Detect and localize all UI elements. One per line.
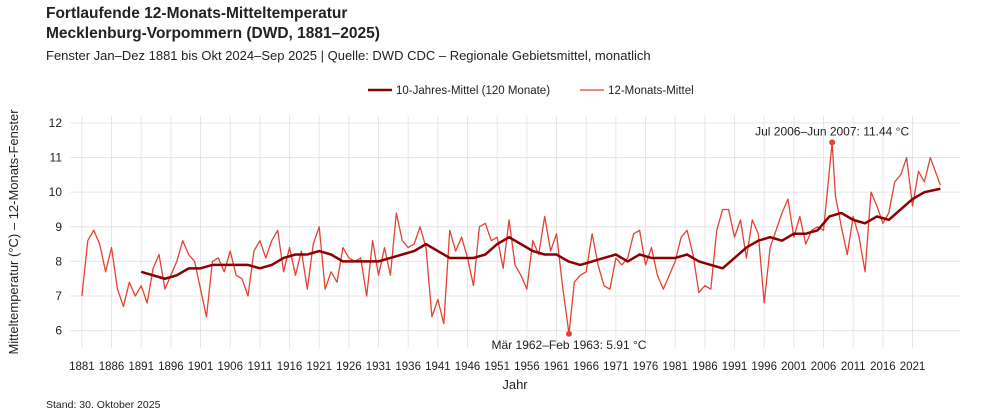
x-tick-label: 1996: [751, 361, 777, 373]
chart-title: Fortlaufende 12-Monats-Mitteltemperatur: [46, 5, 347, 22]
x-tick-label: 1936: [395, 361, 421, 373]
y-tick-label: 9: [55, 220, 62, 234]
chart-subtitle: Fenster Jan–Dez 1881 bis Okt 2024–Sep 20…: [46, 48, 651, 63]
data-line: [81, 141, 942, 335]
y-tick-label: 6: [55, 324, 62, 338]
y-tick-label: 7: [55, 289, 62, 303]
x-tick-label: 1901: [188, 361, 214, 373]
x-tick-label: 2001: [781, 361, 807, 373]
x-tick-label: 1906: [217, 361, 243, 373]
y-tick-label: 12: [49, 116, 63, 130]
legend-label: 12-Monats-Mittel: [608, 85, 694, 97]
x-tick-label: 1886: [99, 361, 125, 373]
x-tick-label: 1941: [425, 361, 451, 373]
x-tick-label: 1946: [455, 361, 481, 373]
y-axis-label: Mitteltemperatur (°C) – 12-Monats-Fenste…: [6, 109, 21, 355]
data-line: [140, 187, 941, 280]
legend-item: 10-Jahres-Mittel (120 Monate): [368, 85, 550, 97]
x-tick-label: 1911: [247, 361, 272, 373]
x-tick-label: 1881: [69, 361, 95, 373]
y-tick-label: 11: [50, 151, 63, 165]
x-tick-label: 1951: [484, 361, 510, 373]
chart-title: Mecklenburg-Vorpommern (DWD, 1881–2025): [46, 25, 380, 42]
x-tick-label: 1971: [603, 361, 629, 373]
x-tick-label: 1961: [544, 361, 570, 373]
x-tick-label: 1896: [158, 361, 184, 373]
x-tick-label: 1966: [573, 361, 599, 373]
x-tick-label: 1991: [722, 361, 748, 373]
x-tick-label: 1916: [277, 361, 303, 373]
legend-item: 12-Monats-Mittel: [580, 85, 694, 97]
x-tick-label: 2006: [811, 361, 837, 373]
x-tick-label: 1976: [633, 361, 659, 373]
y-tick-label: 8: [55, 254, 62, 268]
caption: Stand: 30. Oktober 2025: [46, 399, 161, 411]
annotation-label: Mär 1962–Feb 1963: 5.91 °C: [492, 338, 647, 352]
x-tick-label: 1931: [366, 361, 392, 373]
x-tick-label: 1921: [306, 361, 332, 373]
x-axis-label: Jahr: [502, 377, 528, 392]
x-tick-label: 2016: [870, 361, 896, 373]
y-tick-label: 10: [49, 185, 63, 199]
x-tick-label: 1986: [692, 361, 718, 373]
legend-label: 10-Jahres-Mittel (120 Monate): [396, 85, 550, 97]
x-tick-label: 2011: [841, 361, 866, 373]
annotation-label: Jul 2006–Jun 2007: 11.44 °C: [755, 124, 909, 138]
x-tick-label: 2021: [900, 361, 926, 373]
annotation-point: [565, 330, 572, 337]
annotation-point: [829, 139, 836, 146]
x-tick-label: 1891: [128, 361, 154, 373]
x-tick-label: 1926: [336, 361, 362, 373]
x-tick-label: 1981: [662, 361, 688, 373]
x-tick-label: 1956: [514, 361, 540, 373]
